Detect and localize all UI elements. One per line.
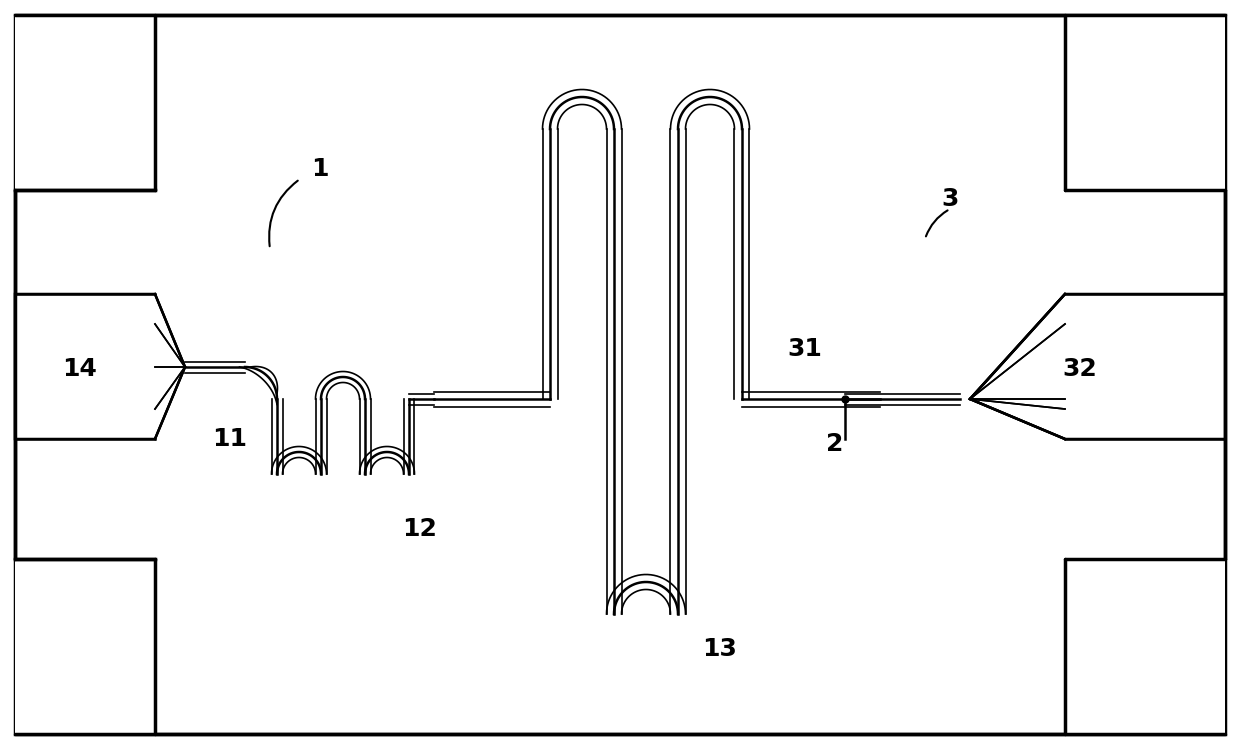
Text: 12: 12	[403, 517, 438, 541]
Text: 2: 2	[826, 432, 843, 456]
Text: 11: 11	[212, 427, 248, 451]
Bar	[15, 559, 155, 734]
Polygon shape	[970, 294, 1225, 439]
Text: 14: 14	[62, 357, 98, 381]
Text: 3: 3	[941, 187, 959, 211]
Text: 32: 32	[1063, 357, 1097, 381]
Bar	[1065, 559, 1225, 734]
Text: 1: 1	[311, 157, 329, 181]
Bar	[15, 15, 155, 190]
Polygon shape	[15, 294, 185, 439]
Bar	[1065, 15, 1225, 190]
Text: 31: 31	[787, 337, 822, 361]
Text: 13: 13	[703, 637, 738, 661]
